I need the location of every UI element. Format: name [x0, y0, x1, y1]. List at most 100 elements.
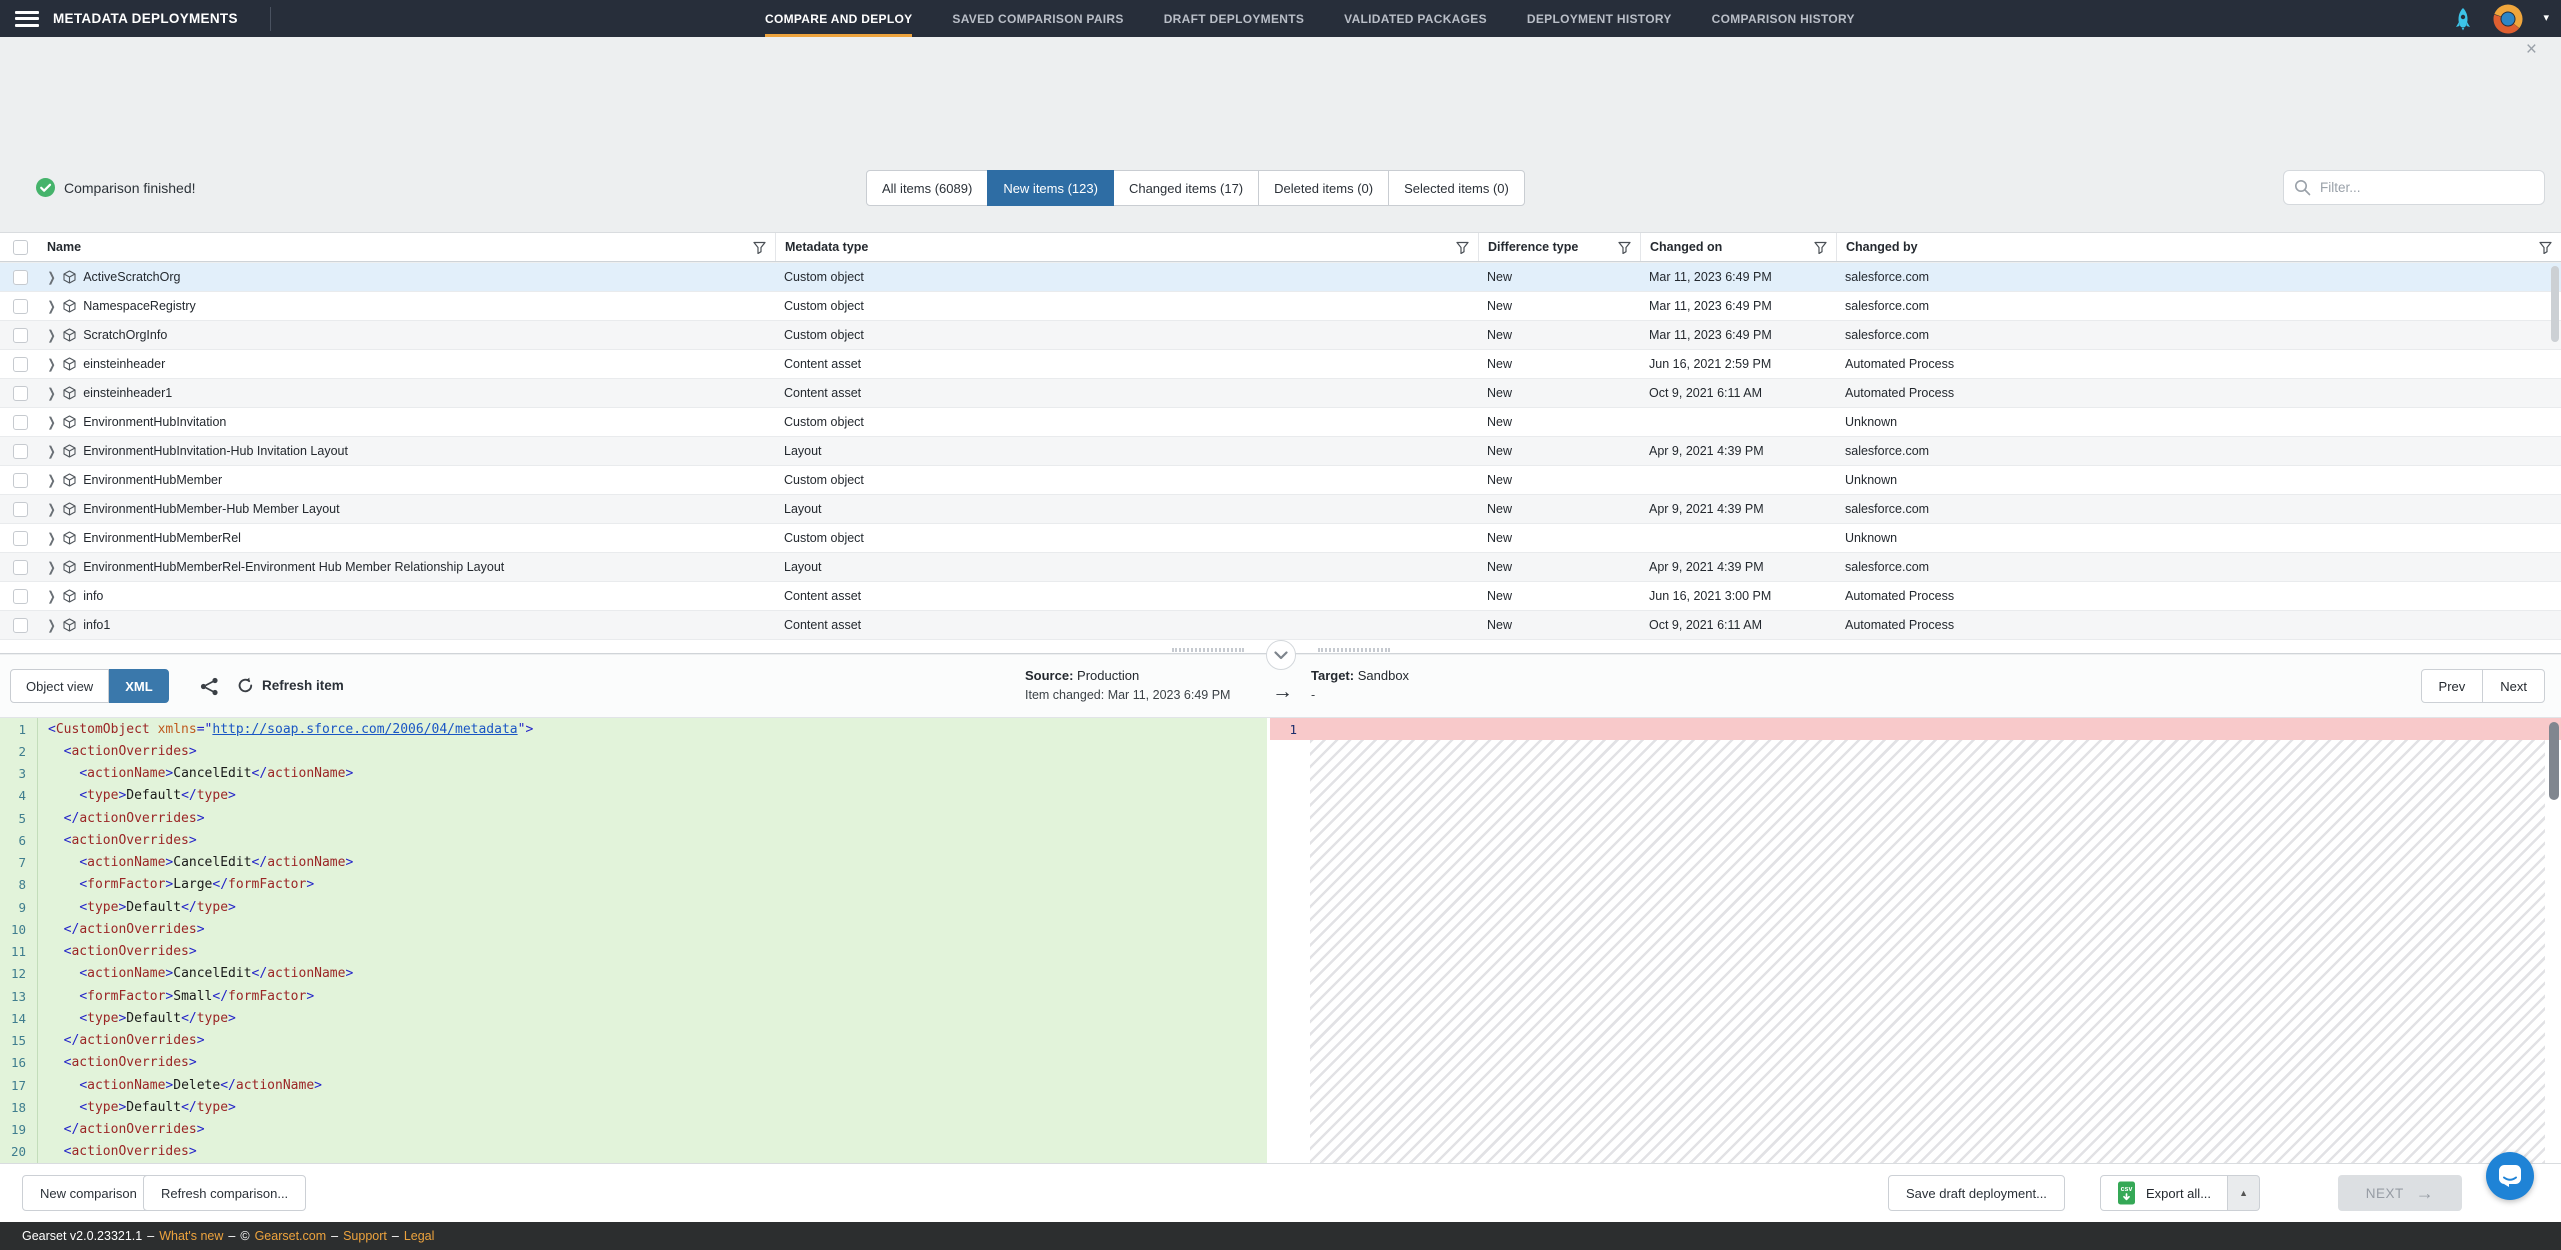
- prev-button[interactable]: Prev: [2420, 669, 2484, 703]
- expand-chevron-icon[interactable]: ❯: [47, 560, 56, 575]
- item-changed-on: Apr 9, 2021 4:39 PM: [1649, 502, 1764, 516]
- expand-chevron-icon[interactable]: ❯: [47, 618, 56, 633]
- table-row[interactable]: ❯ EnvironmentHubInvitation Custom object Ne…: [0, 408, 2561, 437]
- row-checkbox[interactable]: [13, 356, 28, 372]
- footer-separator: –: [331, 1229, 339, 1243]
- prev-next-group: Prev Next: [2420, 669, 2545, 703]
- item-difference-type: New: [1487, 299, 1513, 313]
- expand-chevron-icon[interactable]: ❯: [47, 444, 56, 459]
- intercom-chat-button[interactable]: [2486, 1152, 2534, 1200]
- save-draft-deployment-button[interactable]: Save draft deployment...: [1888, 1175, 2065, 1211]
- new-comparison-button[interactable]: New comparison: [22, 1175, 155, 1211]
- item-metadata-type: Custom object: [784, 415, 864, 429]
- column-filter-icon[interactable]: [1618, 241, 1631, 254]
- export-options-caret-icon[interactable]: ▲: [2228, 1175, 2261, 1211]
- object-view-button[interactable]: Object view: [10, 669, 110, 703]
- close-icon[interactable]: ×: [2525, 39, 2537, 60]
- splitter-grip-left[interactable]: [1172, 648, 1244, 652]
- column-filter-icon[interactable]: [1814, 241, 1827, 254]
- table-row[interactable]: ❯ EnvironmentHubInvitation-Hub Invitation…: [0, 437, 2561, 466]
- share-icon[interactable]: [200, 677, 219, 696]
- expand-chevron-icon[interactable]: ❯: [47, 386, 56, 401]
- select-all-checkbox[interactable]: [13, 239, 28, 255]
- expand-chevron-icon[interactable]: ❯: [47, 357, 56, 372]
- table-row[interactable]: ❯ einsteinheader1 Content asset New Oct 9, 2…: [0, 379, 2561, 408]
- xml-code-text: <CustomObject xmlns="http://soap.sforce.…: [48, 721, 534, 737]
- whats-new-link[interactable]: What's new: [159, 1229, 224, 1243]
- nav-item-saved-comparison-pairs[interactable]: SAVED COMPARISON PAIRS: [952, 11, 1124, 26]
- expand-chevron-icon[interactable]: ❯: [47, 531, 56, 546]
- hamburger-menu-icon[interactable]: [15, 10, 39, 27]
- panel-collapse-handle[interactable]: [1266, 640, 1296, 670]
- row-checkbox[interactable]: [13, 501, 28, 517]
- xml-code-line: 4 <type>Default</type>: [0, 784, 1267, 807]
- column-filter-icon[interactable]: [753, 241, 766, 254]
- expand-chevron-icon[interactable]: ❯: [47, 328, 56, 343]
- diff-scrollbar[interactable]: [2549, 722, 2559, 1159]
- tab-new-items-123-[interactable]: New items (123): [987, 170, 1114, 206]
- row-checkbox-cell: [0, 263, 38, 291]
- tab-deleted-items-0-[interactable]: Deleted items (0): [1258, 170, 1390, 206]
- source-xml-panel[interactable]: 1 <CustomObject xmlns="http://soap.sforce…: [0, 718, 1267, 1163]
- table-row[interactable]: ❯ info1 Content asset New Oct 9, 2021 6:11 A…: [0, 611, 2561, 640]
- splitter-grip-right[interactable]: [1318, 648, 1390, 652]
- legal-link[interactable]: Legal: [403, 1229, 435, 1243]
- row-checkbox[interactable]: [13, 559, 28, 575]
- row-checkbox[interactable]: [13, 472, 28, 488]
- table-row[interactable]: ❯ NamespaceRegistry Custom object New Mar 11…: [0, 292, 2561, 321]
- table-row[interactable]: ❯ EnvironmentHubMember-Hub Member Layout L…: [0, 495, 2561, 524]
- xml-view-button[interactable]: XML: [109, 669, 169, 703]
- expand-chevron-icon[interactable]: ❯: [47, 502, 56, 517]
- row-checkbox[interactable]: [13, 588, 28, 604]
- table-row[interactable]: ❯ info Content asset New Jun 16, 2021 3:00 P…: [0, 582, 2561, 611]
- gearset-logo[interactable]: [2493, 4, 2523, 34]
- nav-item-draft-deployments[interactable]: DRAFT DEPLOYMENTS: [1163, 11, 1305, 26]
- refresh-item-button[interactable]: Refresh item: [237, 677, 344, 694]
- expand-chevron-icon[interactable]: ❯: [47, 270, 56, 285]
- xml-code-line: 10 </actionOverrides>: [0, 918, 1267, 941]
- table-scrollbar[interactable]: [2551, 266, 2559, 638]
- item-changed-by: Unknown: [1845, 473, 1898, 487]
- nav-item-deployment-history[interactable]: DEPLOYMENT HISTORY: [1526, 11, 1672, 26]
- row-checkbox[interactable]: [13, 269, 28, 285]
- tab-selected-items-0-[interactable]: Selected items (0): [1388, 170, 1525, 206]
- table-row[interactable]: ❯ ActiveScratchOrg Custom object New Mar 11,…: [0, 263, 2561, 292]
- nav-item-comparison-history[interactable]: COMPARISON HISTORY: [1711, 11, 1855, 26]
- next-step-button[interactable]: NEXT →: [2338, 1175, 2462, 1211]
- row-checkbox-cell: [0, 292, 38, 320]
- column-header-changed-by: Changed by: [1836, 233, 2561, 261]
- row-checkbox[interactable]: [13, 414, 28, 430]
- column-filter-icon[interactable]: [1456, 241, 1469, 254]
- table-row[interactable]: ❯ EnvironmentHubMemberRel Custom object New…: [0, 524, 2561, 553]
- row-checkbox[interactable]: [13, 327, 28, 343]
- row-checkbox[interactable]: [13, 298, 28, 314]
- nav-item-compare-and-deploy[interactable]: COMPARE AND DEPLOY: [765, 0, 913, 37]
- next-item-button[interactable]: Next: [2482, 669, 2545, 703]
- table-row[interactable]: ❯ EnvironmentHubMemberRel-Environment Hub…: [0, 553, 2561, 582]
- table-row[interactable]: ❯ ScratchOrgInfo Custom object New Mar 11, 2…: [0, 321, 2561, 350]
- expand-chevron-icon[interactable]: ❯: [47, 589, 56, 604]
- rocket-icon[interactable]: [2453, 7, 2473, 31]
- filter-input[interactable]: [2320, 180, 2534, 195]
- line-number: 13: [0, 985, 38, 1008]
- tab-changed-items-17-[interactable]: Changed items (17): [1112, 170, 1260, 206]
- tab-all-items-6089-[interactable]: All items (6089): [866, 170, 989, 206]
- column-filter-icon[interactable]: [2539, 241, 2552, 254]
- table-row[interactable]: ❯ einsteinheader Content asset New Jun 16, 2…: [0, 350, 2561, 379]
- account-caret-down-icon[interactable]: ▾: [2543, 12, 2549, 24]
- gearset-site-link[interactable]: Gearset.com: [254, 1229, 327, 1243]
- item-metadata-type: Content asset: [784, 618, 862, 632]
- row-checkbox[interactable]: [13, 385, 28, 401]
- support-link[interactable]: Support: [343, 1229, 387, 1243]
- expand-chevron-icon[interactable]: ❯: [47, 473, 56, 488]
- row-checkbox[interactable]: [13, 617, 28, 633]
- refresh-comparison-button[interactable]: Refresh comparison...: [143, 1175, 307, 1211]
- expand-chevron-icon[interactable]: ❯: [47, 299, 56, 314]
- row-checkbox[interactable]: [13, 443, 28, 459]
- table-row[interactable]: ❯ EnvironmentHubMember Custom object New Unk…: [0, 466, 2561, 495]
- row-checkbox[interactable]: [13, 530, 28, 546]
- search-icon: [2294, 179, 2311, 196]
- nav-item-validated-packages[interactable]: VALIDATED PACKAGES: [1344, 11, 1487, 26]
- expand-chevron-icon[interactable]: ❯: [47, 415, 56, 430]
- export-all-button[interactable]: csv Export all...: [2100, 1175, 2229, 1211]
